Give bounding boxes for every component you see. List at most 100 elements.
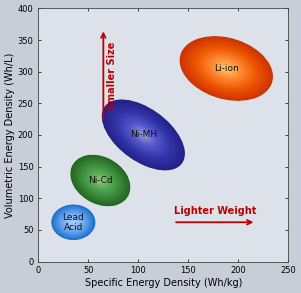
Ellipse shape — [180, 37, 272, 100]
Ellipse shape — [183, 38, 270, 99]
Ellipse shape — [184, 39, 268, 98]
Ellipse shape — [59, 210, 88, 234]
Ellipse shape — [134, 127, 152, 143]
Ellipse shape — [69, 219, 78, 226]
Ellipse shape — [71, 220, 76, 224]
Ellipse shape — [102, 100, 184, 170]
Ellipse shape — [185, 40, 268, 97]
Ellipse shape — [182, 38, 271, 99]
Ellipse shape — [59, 211, 87, 234]
Ellipse shape — [76, 159, 125, 202]
Ellipse shape — [60, 212, 87, 233]
Ellipse shape — [188, 42, 265, 96]
Ellipse shape — [73, 157, 128, 204]
Ellipse shape — [61, 212, 86, 232]
Ellipse shape — [56, 208, 91, 236]
Ellipse shape — [200, 50, 253, 87]
Ellipse shape — [109, 105, 178, 164]
Ellipse shape — [208, 56, 245, 81]
Ellipse shape — [105, 103, 182, 167]
Ellipse shape — [203, 52, 250, 85]
Ellipse shape — [194, 46, 258, 91]
Ellipse shape — [54, 207, 92, 238]
Ellipse shape — [96, 177, 104, 184]
Ellipse shape — [216, 62, 236, 76]
Ellipse shape — [135, 128, 152, 142]
Ellipse shape — [180, 36, 273, 101]
Ellipse shape — [140, 132, 147, 138]
Ellipse shape — [193, 45, 260, 92]
Ellipse shape — [62, 213, 85, 232]
X-axis label: Specific Energy Density (Wh/kg): Specific Energy Density (Wh/kg) — [85, 278, 242, 288]
Ellipse shape — [118, 114, 168, 156]
Ellipse shape — [89, 171, 111, 190]
Text: Ni-Cd: Ni-Cd — [88, 176, 113, 185]
Ellipse shape — [129, 122, 158, 147]
Ellipse shape — [82, 165, 118, 196]
Ellipse shape — [65, 215, 82, 229]
Ellipse shape — [127, 121, 159, 149]
Ellipse shape — [78, 161, 123, 200]
Ellipse shape — [92, 174, 108, 187]
Ellipse shape — [81, 164, 119, 197]
Ellipse shape — [88, 170, 112, 191]
Ellipse shape — [142, 134, 145, 136]
Ellipse shape — [54, 206, 93, 238]
Ellipse shape — [121, 116, 166, 154]
Ellipse shape — [113, 110, 173, 160]
Ellipse shape — [92, 173, 109, 188]
Ellipse shape — [99, 180, 101, 181]
Ellipse shape — [78, 162, 122, 199]
Ellipse shape — [75, 159, 126, 202]
Ellipse shape — [137, 130, 150, 140]
Ellipse shape — [118, 113, 169, 157]
Ellipse shape — [59, 211, 88, 234]
Ellipse shape — [219, 63, 234, 74]
Ellipse shape — [54, 207, 93, 238]
Ellipse shape — [112, 108, 175, 161]
Ellipse shape — [134, 127, 153, 143]
Ellipse shape — [222, 65, 231, 72]
Ellipse shape — [218, 62, 235, 74]
Ellipse shape — [99, 179, 102, 182]
Ellipse shape — [187, 41, 266, 96]
Ellipse shape — [201, 51, 252, 86]
Ellipse shape — [76, 160, 124, 201]
Ellipse shape — [91, 172, 110, 189]
Ellipse shape — [94, 175, 107, 186]
Ellipse shape — [138, 131, 148, 139]
Ellipse shape — [116, 111, 171, 159]
Ellipse shape — [128, 122, 159, 148]
Ellipse shape — [184, 39, 269, 98]
Ellipse shape — [84, 167, 116, 194]
Ellipse shape — [70, 219, 77, 225]
Ellipse shape — [83, 166, 118, 195]
Ellipse shape — [130, 124, 157, 146]
Ellipse shape — [57, 209, 89, 235]
Ellipse shape — [72, 156, 128, 205]
Ellipse shape — [129, 123, 157, 147]
Ellipse shape — [73, 157, 127, 204]
Ellipse shape — [210, 57, 243, 80]
Ellipse shape — [188, 42, 264, 95]
Ellipse shape — [132, 125, 155, 145]
Ellipse shape — [192, 45, 260, 92]
Text: Li-ion: Li-ion — [214, 64, 239, 73]
Ellipse shape — [125, 120, 161, 150]
Ellipse shape — [93, 175, 107, 186]
Ellipse shape — [117, 113, 170, 157]
Ellipse shape — [215, 60, 238, 76]
Ellipse shape — [68, 218, 79, 227]
Ellipse shape — [208, 56, 244, 81]
Ellipse shape — [120, 115, 167, 155]
Ellipse shape — [189, 42, 264, 94]
Ellipse shape — [77, 160, 124, 201]
Ellipse shape — [55, 208, 91, 237]
Ellipse shape — [199, 50, 253, 87]
Ellipse shape — [72, 156, 129, 205]
Ellipse shape — [111, 107, 176, 163]
Ellipse shape — [72, 221, 75, 224]
Ellipse shape — [95, 176, 105, 185]
Ellipse shape — [70, 155, 130, 206]
Ellipse shape — [51, 205, 95, 240]
